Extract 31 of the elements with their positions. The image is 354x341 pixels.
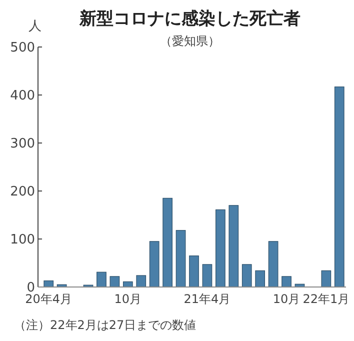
bar bbox=[189, 256, 199, 288]
bar bbox=[255, 270, 266, 288]
y-tick-label: 300 bbox=[10, 136, 35, 152]
bar bbox=[321, 270, 332, 288]
bar bbox=[216, 209, 226, 288]
x-tick-label: 10月 bbox=[114, 292, 142, 306]
bar bbox=[242, 264, 252, 288]
y-tick-label: 400 bbox=[10, 88, 35, 104]
bar bbox=[162, 198, 172, 288]
bar bbox=[282, 276, 292, 288]
bar bbox=[96, 272, 106, 288]
chart-subtitle: （愛知県） bbox=[160, 34, 220, 48]
chart-title: 新型コロナに感染した死亡者 bbox=[78, 9, 300, 29]
bar bbox=[334, 86, 344, 288]
y-tick-label: 100 bbox=[10, 232, 35, 248]
x-tick-label: 21年4月 bbox=[184, 292, 231, 306]
y-tick-label: 200 bbox=[10, 184, 35, 200]
bar bbox=[44, 280, 54, 288]
bar bbox=[268, 241, 278, 288]
bar bbox=[149, 241, 160, 288]
x-tick-label: 20年4月 bbox=[25, 292, 72, 306]
y-tick-label: 500 bbox=[10, 40, 35, 56]
bar bbox=[202, 264, 212, 288]
text: （注）22年2月は27日までの数値 bbox=[14, 318, 196, 332]
x-tick-label: 22年1月 bbox=[302, 292, 350, 306]
bar bbox=[228, 205, 239, 288]
y-axis-title: 人 bbox=[28, 19, 42, 34]
bar bbox=[110, 276, 120, 288]
bar bbox=[136, 275, 146, 288]
bar bbox=[176, 230, 186, 288]
x-tick-label: 10月 bbox=[272, 292, 300, 306]
